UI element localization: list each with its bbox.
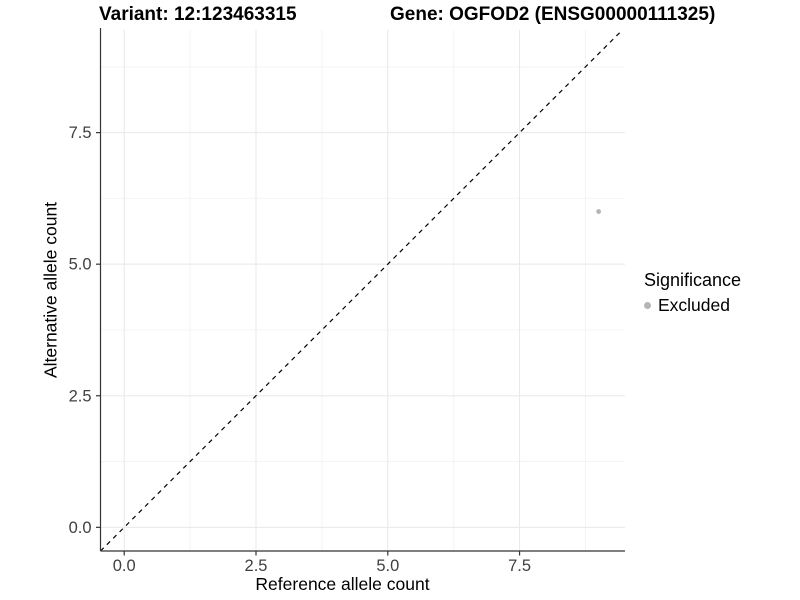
legend-item-excluded: Excluded (644, 295, 741, 316)
plot-title-variant: Variant: 12:123463315 (99, 4, 297, 25)
x-tick-label: 7.5 (508, 557, 531, 575)
x-tick-label: 5.0 (376, 557, 399, 575)
x-tick-label: 0.0 (113, 557, 136, 575)
data-point (596, 209, 602, 214)
y-tick-label: 5.0 (69, 256, 92, 274)
x-axis-title: Reference allele count (255, 574, 430, 594)
y-tick-label: 2.5 (69, 387, 92, 405)
x-tick-label: 2.5 (245, 557, 268, 575)
identity-dashed-line (100, 29, 623, 552)
y-tick-label: 0.0 (69, 519, 92, 537)
legend-item-label: Excluded (658, 295, 730, 315)
legend-key-dot-icon (644, 302, 651, 309)
y-axis-title: Alternative allele count (40, 201, 61, 379)
plot-title-gene: Gene: OGFOD2 (ENSG00000111325) (390, 4, 716, 25)
legend: Significance Excluded (644, 270, 741, 316)
y-tick-label: 7.5 (69, 124, 92, 142)
legend-title: Significance (644, 270, 742, 290)
